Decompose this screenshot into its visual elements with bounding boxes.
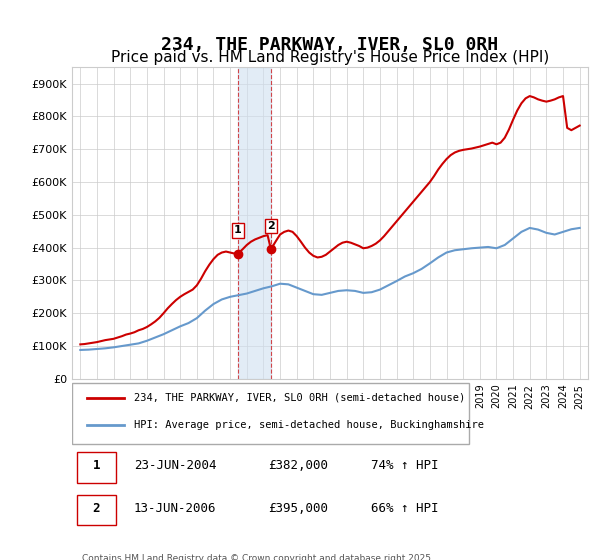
Text: Contains HM Land Registry data © Crown copyright and database right 2025.
This d: Contains HM Land Registry data © Crown c…	[82, 554, 434, 560]
FancyBboxPatch shape	[72, 383, 469, 444]
Text: 234, THE PARKWAY, IVER, SL0 0RH (semi-detached house): 234, THE PARKWAY, IVER, SL0 0RH (semi-de…	[134, 393, 465, 403]
FancyBboxPatch shape	[77, 452, 116, 483]
Bar	[238, 67, 271, 379]
Text: 13-JUN-2006: 13-JUN-2006	[134, 502, 217, 515]
Text: Price paid vs. HM Land Registry's House Price Index (HPI): Price paid vs. HM Land Registry's House …	[111, 50, 549, 66]
Text: HPI: Average price, semi-detached house, Buckinghamshire: HPI: Average price, semi-detached house,…	[134, 420, 484, 430]
Text: £395,000: £395,000	[268, 502, 328, 515]
Text: 1: 1	[234, 226, 242, 235]
Text: 2: 2	[267, 221, 275, 231]
Text: £382,000: £382,000	[268, 459, 328, 472]
Text: 66% ↑ HPI: 66% ↑ HPI	[371, 502, 439, 515]
Text: 2: 2	[92, 502, 100, 515]
Text: 1: 1	[92, 459, 100, 472]
Text: 23-JUN-2004: 23-JUN-2004	[134, 459, 217, 472]
Text: 74% ↑ HPI: 74% ↑ HPI	[371, 459, 439, 472]
Text: 234, THE PARKWAY, IVER, SL0 0RH: 234, THE PARKWAY, IVER, SL0 0RH	[161, 36, 499, 54]
FancyBboxPatch shape	[77, 494, 116, 525]
